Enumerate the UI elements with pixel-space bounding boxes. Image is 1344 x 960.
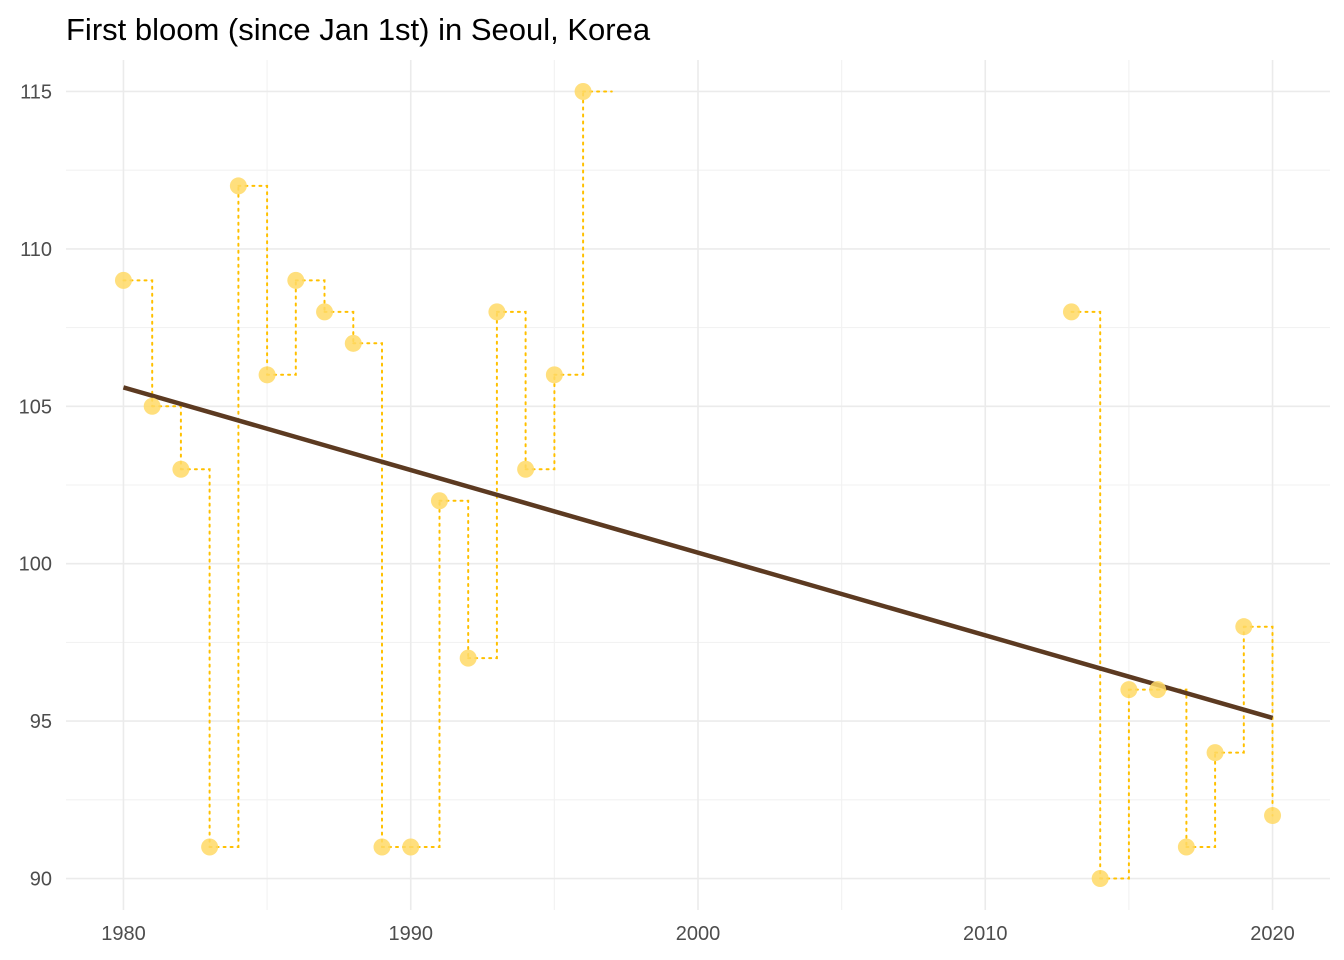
step-connector	[237, 184, 269, 376]
step-connector	[294, 279, 326, 313]
step-connector	[1156, 688, 1188, 848]
step-connector	[467, 310, 498, 660]
data-point	[1235, 618, 1253, 636]
x-tick-label: 1990	[388, 923, 433, 945]
data-points	[114, 82, 1282, 888]
step-connector	[323, 310, 355, 345]
step-connector	[208, 184, 240, 848]
step-connector	[1242, 625, 1274, 817]
y-tick-label: 95	[30, 711, 52, 733]
data-point	[344, 334, 362, 352]
data-point	[1120, 681, 1138, 699]
y-tick-label: 105	[19, 396, 52, 418]
step-connector	[1070, 310, 1102, 880]
x-axis-tick-labels: 1980 1990 2000 2010 2020	[101, 923, 1295, 945]
step-connector	[553, 90, 585, 376]
data-point	[488, 303, 506, 321]
data-point	[517, 460, 535, 478]
trend-line	[122, 385, 1274, 721]
step-connector	[495, 310, 527, 471]
data-point	[545, 366, 563, 384]
step-connector	[122, 279, 154, 408]
data-point	[1264, 807, 1282, 825]
data-point	[402, 838, 420, 856]
chart-title: First bloom (since Jan 1st) in Seoul, Ko…	[66, 12, 651, 47]
step-connector	[352, 342, 383, 848]
data-point	[1206, 744, 1224, 762]
data-point	[316, 303, 334, 321]
step-connector	[1099, 688, 1130, 880]
data-point	[459, 649, 477, 667]
y-tick-label: 110	[20, 239, 52, 261]
x-tick-label: 2010	[963, 923, 1008, 945]
step-connector	[151, 405, 182, 471]
step-connector	[1185, 751, 1217, 848]
data-point	[143, 397, 161, 415]
y-tick-label: 115	[20, 81, 52, 103]
y-tick-label: 90	[30, 869, 52, 891]
y-axis-tick-labels: 90 95 100 105 110 115	[19, 81, 52, 890]
x-tick-label: 2020	[1250, 923, 1295, 945]
trend-line-group	[122, 385, 1274, 721]
data-point	[1177, 838, 1195, 856]
step-connector	[1214, 625, 1245, 754]
x-tick-label: 2000	[676, 923, 721, 945]
data-point	[258, 366, 276, 384]
y-tick-label: 100	[19, 554, 52, 576]
step-connector	[524, 373, 556, 471]
step-connector	[438, 499, 470, 660]
data-point	[287, 271, 305, 289]
step-connector	[266, 279, 297, 376]
data-point	[373, 838, 391, 856]
x-tick-label: 1980	[101, 923, 146, 945]
data-point	[1062, 303, 1080, 321]
data-point	[229, 177, 247, 195]
data-point	[201, 838, 219, 856]
step-connector	[409, 499, 441, 848]
data-point	[1091, 870, 1109, 888]
data-point	[1149, 681, 1167, 699]
data-point	[430, 492, 448, 510]
data-point	[574, 82, 592, 100]
data-point	[114, 271, 132, 289]
data-point	[172, 460, 190, 478]
step-connector	[179, 468, 211, 848]
